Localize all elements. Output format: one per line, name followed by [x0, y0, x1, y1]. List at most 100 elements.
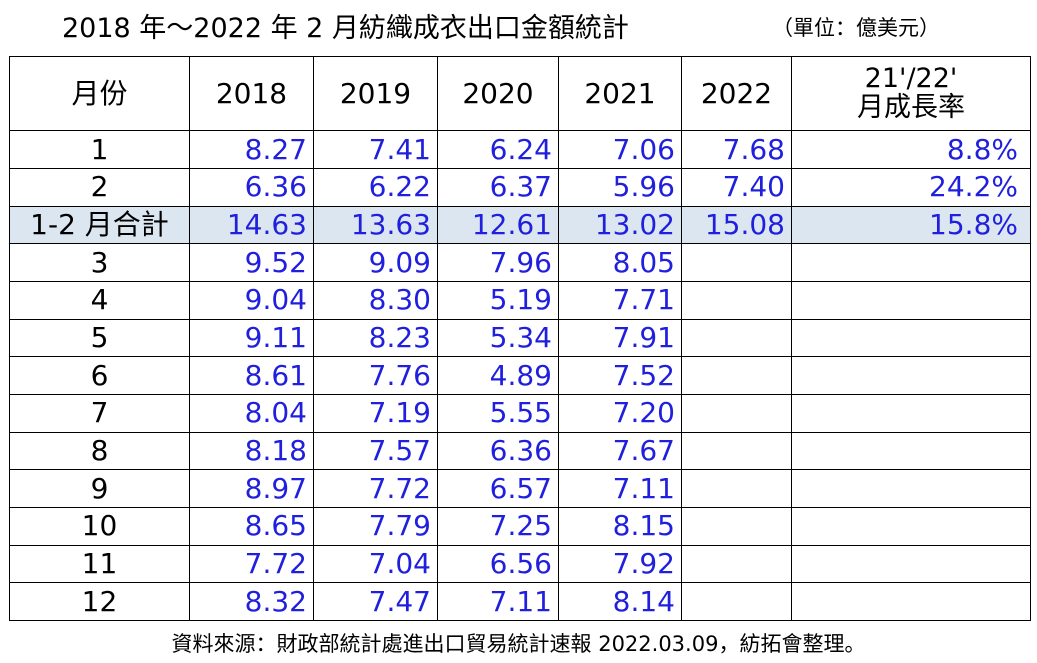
- value-cell-2020: 7.96: [437, 243, 559, 282]
- value-cell-2021: 8.14: [558, 582, 682, 621]
- table-row: 3 9.52 9.09 7.96 8.05: [9, 243, 1031, 282]
- header-2019: 2019: [313, 55, 438, 132]
- row-label: 1: [9, 130, 190, 169]
- value-cell-2022: 7.40: [681, 167, 792, 207]
- unit-note: （單位：億美元）: [772, 16, 940, 40]
- growth-rate-cell: 8.8%: [791, 130, 1031, 169]
- growth-rate-cell: [791, 544, 1031, 584]
- value-cell-2022: [681, 582, 792, 621]
- row-label: 12: [9, 582, 190, 621]
- growth-rate-cell: 24.2%: [791, 167, 1031, 207]
- value-cell-2021: 7.20: [558, 393, 682, 433]
- growth-rate-cell: [791, 469, 1031, 508]
- value-cell-2020: 5.19: [437, 280, 559, 320]
- growth-rate-cell: [791, 582, 1031, 621]
- growth-rate-cell: [791, 318, 1031, 358]
- value-cell-2019: 9.09: [313, 243, 438, 282]
- value-cell-2018: 8.04: [189, 393, 314, 433]
- table-row: 11 7.72 7.04 6.56 7.92: [9, 544, 1031, 584]
- value-cell-2021: 7.91: [558, 318, 682, 358]
- value-cell-2018: 7.72: [189, 544, 314, 584]
- value-cell-2019: 13.63: [313, 205, 438, 245]
- row-label: 9: [9, 469, 190, 508]
- value-cell-2019: 7.47: [313, 582, 438, 621]
- table-row: 9 8.97 7.72 6.57 7.11: [9, 469, 1031, 508]
- value-cell-2021: 7.92: [558, 544, 682, 584]
- value-cell-2019: 7.57: [313, 431, 438, 471]
- value-cell-2021: 8.05: [558, 243, 682, 282]
- page-title: 2018 年～2022 年 2 月紡織成衣出口金額統計: [62, 13, 629, 44]
- header-2020: 2020: [437, 55, 559, 132]
- value-cell-2021: 7.67: [558, 431, 682, 471]
- value-cell-2021: 5.96: [558, 167, 682, 207]
- growth-rate-cell: [791, 356, 1031, 395]
- row-label: 5: [9, 318, 190, 358]
- value-cell-2019: 7.72: [313, 469, 438, 508]
- value-cell-2020: 4.89: [437, 356, 559, 395]
- table-row: 4 9.04 8.30 5.19 7.71: [9, 280, 1031, 320]
- value-cell-2018: 8.97: [189, 469, 314, 508]
- value-cell-2019: 7.41: [313, 130, 438, 169]
- value-cell-2022: [681, 318, 792, 358]
- row-label: 6: [9, 356, 190, 395]
- value-cell-2019: 7.79: [313, 506, 438, 546]
- table-row: 5 9.11 8.23 5.34 7.91: [9, 318, 1031, 358]
- row-label: 3: [9, 243, 190, 282]
- row-label: 10: [9, 506, 190, 546]
- value-cell-2020: 7.25: [437, 506, 559, 546]
- value-cell-2021: 7.11: [558, 469, 682, 508]
- value-cell-2020: 5.34: [437, 318, 559, 358]
- growth-rate-cell: [791, 431, 1031, 471]
- value-cell-2018: 8.27: [189, 130, 314, 169]
- row-label: 4: [9, 280, 190, 320]
- row-label: 11: [9, 544, 190, 584]
- table-row: 6 8.61 7.76 4.89 7.52: [9, 356, 1031, 395]
- value-cell-2018: 9.52: [189, 243, 314, 282]
- value-cell-2018: 6.36: [189, 167, 314, 207]
- value-cell-2020: 7.11: [437, 582, 559, 621]
- value-cell-2020: 5.55: [437, 393, 559, 433]
- value-cell-2020: 6.56: [437, 544, 559, 584]
- value-cell-2020: 6.57: [437, 469, 559, 508]
- value-cell-2018: 9.04: [189, 280, 314, 320]
- row-label: 8: [9, 431, 190, 471]
- table-row: 7 8.04 7.19 5.55 7.20: [9, 393, 1031, 433]
- row-label: 2: [9, 167, 190, 207]
- growth-rate-cell: [791, 506, 1031, 546]
- value-cell-2022: [681, 469, 792, 508]
- value-cell-2022: [681, 280, 792, 320]
- table-row: 8 8.18 7.57 6.36 7.67: [9, 431, 1031, 471]
- row-label: 7: [9, 393, 190, 433]
- table-row: 2 6.36 6.22 6.37 5.96 7.40 24.2%: [9, 167, 1031, 207]
- value-cell-2019: 8.23: [313, 318, 438, 358]
- value-cell-2020: 12.61: [437, 205, 559, 245]
- table-row: 10 8.65 7.79 7.25 8.15: [9, 506, 1031, 546]
- value-cell-2019: 7.76: [313, 356, 438, 395]
- value-cell-2022: 15.08: [681, 205, 792, 245]
- row-label: 1-2 月合計: [9, 205, 190, 245]
- value-cell-2021: 7.71: [558, 280, 682, 320]
- value-cell-2018: 8.18: [189, 431, 314, 471]
- value-cell-2021: 7.06: [558, 130, 682, 169]
- value-cell-2021: 7.52: [558, 356, 682, 395]
- value-cell-2022: [681, 431, 792, 471]
- growth-rate-cell: [791, 393, 1031, 433]
- table-row: 1 8.27 7.41 6.24 7.06 7.68 8.8%: [9, 130, 1031, 169]
- value-cell-2020: 6.24: [437, 130, 559, 169]
- value-cell-2021: 13.02: [558, 205, 682, 245]
- header-growth-rate-line2: 月成長率: [857, 91, 965, 123]
- value-cell-2022: [681, 506, 792, 546]
- value-cell-2021: 8.15: [558, 506, 682, 546]
- value-cell-2019: 8.30: [313, 280, 438, 320]
- value-cell-2018: 8.65: [189, 506, 314, 546]
- growth-rate-cell: 15.8%: [791, 205, 1031, 245]
- header-month: 月份: [9, 55, 190, 132]
- header-2021: 2021: [558, 55, 682, 132]
- value-cell-2018: 9.11: [189, 318, 314, 358]
- value-cell-2018: 8.61: [189, 356, 314, 395]
- export-table: 月份 2018 2019 2020 2021 2022 21'/22' 月成長率…: [9, 55, 1031, 621]
- table-header-row: 月份 2018 2019 2020 2021 2022 21'/22' 月成長率: [9, 55, 1031, 132]
- header-2018: 2018: [189, 55, 314, 132]
- value-cell-2022: [681, 393, 792, 433]
- title-bar: 2018 年～2022 年 2 月紡織成衣出口金額統計 （單位：億美元）: [0, 4, 1037, 44]
